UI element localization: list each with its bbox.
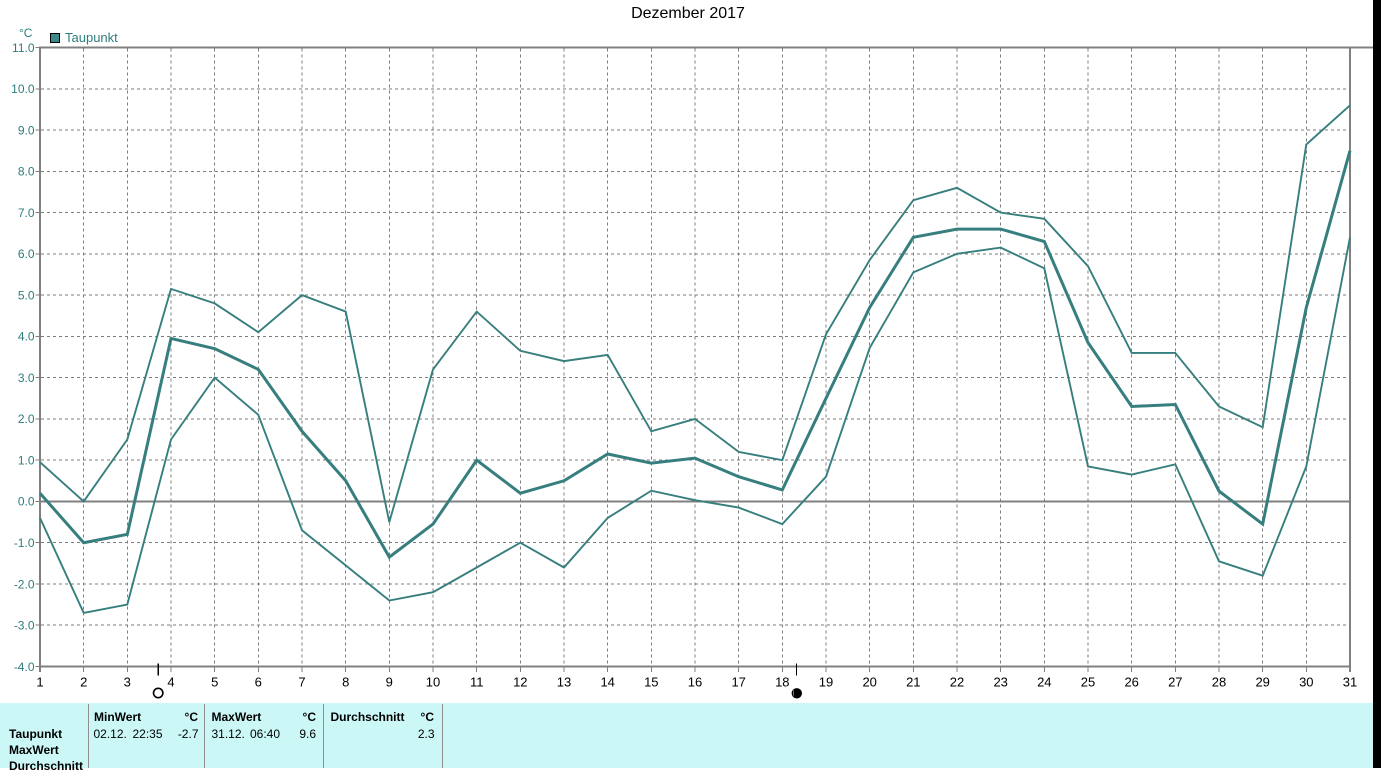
svg-text:2: 2 [80, 675, 87, 690]
svg-text:1: 1 [36, 675, 43, 690]
svg-text:22: 22 [950, 675, 964, 690]
svg-text:27: 27 [1168, 675, 1182, 690]
svg-text:16: 16 [688, 675, 702, 690]
svg-text:21: 21 [906, 675, 920, 690]
svg-text:1.0: 1.0 [18, 454, 35, 468]
svg-text:28: 28 [1212, 675, 1226, 690]
svg-text:5: 5 [211, 675, 218, 690]
svg-text:-2.0: -2.0 [14, 577, 35, 591]
svg-text:30: 30 [1299, 675, 1313, 690]
svg-text:4: 4 [167, 675, 174, 690]
svg-text:25: 25 [1081, 675, 1095, 690]
svg-text:24: 24 [1037, 675, 1051, 690]
svg-text:14: 14 [600, 675, 614, 690]
svg-text:17: 17 [731, 675, 745, 690]
svg-text:26: 26 [1124, 675, 1138, 690]
svg-text:3.0: 3.0 [18, 371, 35, 385]
svg-text:6.0: 6.0 [18, 247, 35, 261]
svg-text:11: 11 [470, 675, 484, 690]
svg-text:9: 9 [386, 675, 393, 690]
svg-text:18: 18 [775, 675, 789, 690]
svg-text:7: 7 [298, 675, 305, 690]
svg-text:19: 19 [819, 675, 833, 690]
svg-text:13: 13 [557, 675, 571, 690]
svg-text:15: 15 [644, 675, 658, 690]
svg-text:8: 8 [342, 675, 349, 690]
svg-text:9.0: 9.0 [18, 123, 35, 137]
svg-text:6: 6 [255, 675, 262, 690]
svg-text:10: 10 [426, 675, 440, 690]
svg-text:-4.0: -4.0 [14, 660, 35, 674]
svg-text:2.0: 2.0 [18, 412, 35, 426]
svg-text:-1.0: -1.0 [14, 536, 35, 550]
svg-text:3: 3 [124, 675, 131, 690]
svg-text:5.0: 5.0 [18, 288, 35, 302]
svg-text:8.0: 8.0 [18, 165, 35, 179]
svg-text:4.0: 4.0 [18, 330, 35, 344]
svg-text:11.0: 11.0 [12, 41, 35, 55]
svg-text:29: 29 [1255, 675, 1269, 690]
svg-text:10.0: 10.0 [11, 82, 35, 96]
svg-text:31: 31 [1343, 675, 1357, 690]
svg-text:7.0: 7.0 [18, 206, 35, 220]
svg-text:12: 12 [513, 675, 527, 690]
svg-text:23: 23 [993, 675, 1007, 690]
svg-text:20: 20 [862, 675, 876, 690]
svg-text:-3.0: -3.0 [14, 619, 35, 633]
svg-text:0.0: 0.0 [18, 495, 35, 509]
